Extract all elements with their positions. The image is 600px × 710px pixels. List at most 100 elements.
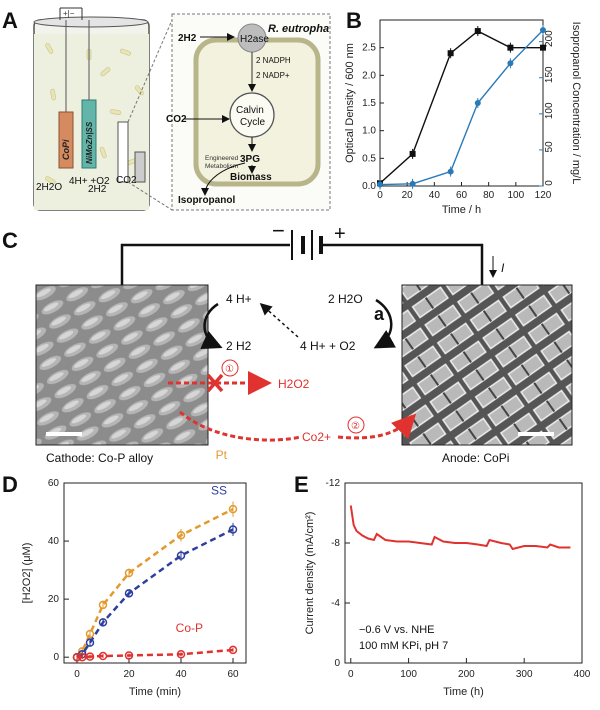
electrolysis-cell-diagram: +|− CoPi NiMoZn|SS: [33, 7, 173, 211]
cathode-sem-image: [36, 285, 208, 445]
data-point: [447, 50, 454, 57]
y-tick-label: -4: [331, 598, 340, 609]
y-left-tick-label: 1.0: [362, 126, 376, 137]
route-1-marker: [221, 359, 239, 377]
water-label: 2 H2O: [328, 292, 363, 306]
x-axis-label: Time / h: [442, 204, 481, 216]
y-tick-label: -8: [331, 538, 340, 549]
y-left-tick-label: 0.5: [362, 153, 376, 164]
series-label: Pt: [216, 448, 228, 462]
panel-b-letter: B: [346, 8, 362, 33]
panel-c-letter: C: [2, 228, 18, 253]
condition-note-1: −0.6 V vs. NHE: [359, 624, 435, 636]
series-line: [379, 30, 543, 184]
panel-a-letter: A: [2, 8, 18, 33]
plot-frame: [344, 482, 583, 664]
data-point: [474, 100, 481, 106]
data-point: [409, 180, 416, 187]
series-line: [349, 505, 571, 551]
series-line: [76, 508, 234, 659]
plus-sign: +: [334, 223, 346, 245]
data-point: [85, 638, 95, 647]
data-point: [85, 629, 95, 639]
x-tick-label: 100: [400, 669, 417, 680]
h2-input: 2H2: [178, 33, 197, 44]
y-left-axis-label: Optical Density / 600 nm: [344, 43, 356, 163]
data-point: [228, 504, 238, 514]
label-a: a: [374, 304, 385, 324]
reaction-oxygen: 4H+ +O2: [69, 176, 110, 187]
cobalt-ion-label: Co2+: [302, 430, 331, 444]
data-point: [228, 525, 238, 534]
circuit-wire-right: [322, 243, 484, 285]
x-tick-label: 20: [123, 669, 135, 680]
biomass-label: Biomass: [230, 172, 272, 183]
y-tick-label: 0: [53, 652, 59, 663]
chart-b: 0 20 40 60 80 100 120 0.0 0.5 1.0 1.5 2.0 2.5 0 50 100 1…: [344, 19, 582, 216]
y-left-tick-label: 0.0: [362, 181, 376, 192]
data-point: [72, 652, 82, 662]
organism-name: R. eutropha: [268, 23, 329, 35]
data-point: [377, 181, 383, 188]
y-left-tick-label: 1.5: [362, 98, 376, 109]
calvin-label-2: Cycle: [240, 117, 265, 128]
bacterium-metabolism-diagram: R. eutropha 2H2 H2ase 2 NADPH 2 NADP+ Ca…: [166, 13, 331, 211]
cathode-caption: Cathode: Co-P alloy: [46, 451, 153, 465]
panel-e: E 0 100 200 300 400 -12 -8 -4 0 Time (h) Current d…: [294, 472, 591, 698]
data-point: [77, 652, 87, 662]
y-axis-label: [H2O2] (μM): [21, 543, 33, 604]
isopropanol-label: Isopropanol: [178, 195, 235, 206]
scale-bar: [518, 432, 554, 436]
nadph-label: 2 NADPH: [256, 56, 291, 65]
panel-e-letter: E: [294, 472, 309, 497]
y-tick-label: -12: [326, 478, 341, 489]
data-point: [124, 568, 134, 578]
data-point: [176, 531, 186, 540]
engineered-metabolism-label: Engineered: [205, 155, 239, 162]
x-axis-label: Time (h): [443, 686, 484, 698]
data-point: [474, 28, 481, 35]
x-tick-label: 0: [377, 190, 383, 201]
x-tick-label: 120: [535, 190, 552, 201]
reduction-arrow: [200, 302, 223, 350]
x-tick-label: 0: [74, 669, 80, 680]
data-point: [507, 44, 514, 51]
data-point: [540, 44, 546, 51]
x-tick-label: 100: [507, 190, 524, 201]
data-point: [98, 618, 108, 627]
data-point: [98, 600, 108, 610]
y-left-tick-label: 2.0: [362, 70, 376, 81]
y-tick-label: 20: [48, 594, 60, 605]
route-2-arrow-right: [337, 413, 417, 440]
reaction-water: 2H2O: [36, 182, 62, 193]
plot-frame: [63, 482, 247, 664]
y-right-axis-label: Isopropanol Concentration / mg/L: [570, 22, 582, 185]
svg-text:Metabolism: Metabolism: [205, 163, 238, 170]
anode-sem-image: [402, 285, 572, 445]
reaction-hydrogen: 2H2: [88, 184, 107, 195]
x-tick-label: 300: [516, 669, 533, 680]
oxygen-side-label: 4 H+ + O2: [300, 339, 356, 353]
x-tick-label: 400: [574, 669, 591, 680]
x-tick-label: 40: [429, 190, 441, 201]
reaction-co2: CO2: [116, 175, 137, 186]
oxidation-arrow: [373, 298, 396, 349]
route-2-label: ②: [351, 421, 360, 432]
x-tick-label: 60: [227, 669, 239, 680]
series-label: SS: [211, 483, 227, 497]
scale-bar: [46, 432, 82, 436]
x-tick-label: 40: [175, 669, 187, 680]
panel-d-letter: D: [2, 472, 18, 497]
h2o2-label: H2O2: [278, 377, 310, 391]
y-tick-label: 0: [334, 658, 340, 669]
route-2-marker: [347, 416, 365, 434]
route-2-arrow-left: [179, 410, 301, 442]
series-line: [76, 528, 234, 659]
y-right-tick-label: 200: [544, 30, 555, 47]
data-point: [228, 645, 238, 655]
series-line: [379, 29, 544, 186]
x-tick-label: 200: [458, 669, 475, 680]
chart-d: 0 20 40 60 0 20 40 60 Time (min) [H2O2] (μM) Pt SS C…: [21, 448, 247, 698]
y-axis-label: Current density (mA/cm²): [304, 512, 316, 635]
data-point: [85, 652, 95, 661]
